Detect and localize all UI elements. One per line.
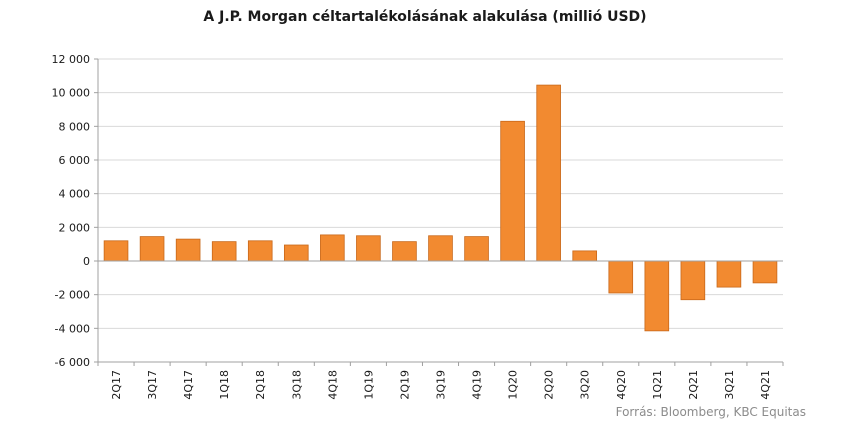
bar-2Q19: [392, 241, 417, 262]
x-tick-label: 4Q19: [471, 370, 484, 400]
bar-4Q21: [752, 260, 778, 284]
x-tick-label: 3Q19: [435, 370, 448, 400]
y-tick-label: -4 000: [55, 322, 90, 335]
x-tick-label: 3Q20: [579, 370, 592, 400]
x-tick-labels: 2Q17 3Q17 4Q17 1Q18 2Q18 3Q18 4Q18 1Q19 2Q19 3Q19…: [110, 370, 772, 400]
y-tick-label: -6 000: [55, 356, 90, 369]
bar-1Q19: [356, 235, 381, 262]
y-tick-label: 0: [83, 255, 90, 268]
bar-3Q18: [283, 244, 309, 262]
x-tick-label: 4Q21: [759, 370, 772, 400]
x-tick-label: 3Q18: [290, 370, 303, 400]
gridlines: [98, 58, 783, 363]
bar-2Q20: [536, 84, 561, 262]
chart-title: A J.P. Morgan céltartalékolásának alakul…: [203, 9, 647, 25]
bar-2Q18: [247, 240, 273, 262]
bar-2Q17: [103, 240, 129, 262]
bar-4Q17: [175, 238, 201, 262]
x-tick-label: 1Q21: [651, 370, 664, 400]
bar-3Q20: [572, 250, 598, 262]
bar-1Q20: [500, 120, 525, 262]
x-tick-label: 2Q19: [398, 370, 411, 400]
y-tick-label: 8 000: [59, 120, 91, 133]
x-tick-label: 2Q17: [110, 370, 123, 400]
y-tick-label: 4 000: [59, 188, 91, 201]
x-tick-label: 4Q18: [326, 370, 339, 400]
bar-1Q18: [211, 241, 237, 262]
bars: [103, 84, 778, 332]
bar-4Q19: [464, 236, 489, 262]
x-tick-label: 3Q21: [723, 370, 736, 400]
y-tick-label: 12 000: [52, 53, 91, 66]
bar-2Q21: [680, 260, 706, 301]
x-tick-label: 1Q18: [218, 370, 231, 400]
y-tick-label: -2 000: [55, 289, 90, 302]
y-tick-labels: 12 000 10 000 8 000 6 000 4 000 2 000 0 -2 000 -…: [52, 53, 91, 369]
bar-3Q19: [428, 235, 453, 262]
x-tick-label: 3Q17: [146, 370, 159, 400]
x-tick-label: 4Q20: [615, 370, 628, 400]
source-note: Forrás: Bloomberg, KBC Equitas: [615, 405, 806, 419]
x-tick-label: 2Q20: [543, 370, 556, 400]
y-tick-label: 10 000: [52, 87, 91, 100]
bar-4Q20: [608, 260, 634, 294]
y-tick-label: 2 000: [59, 221, 91, 234]
x-tick-label: 4Q17: [182, 370, 195, 400]
bar-3Q21: [716, 260, 742, 288]
x-tick-label: 1Q20: [507, 370, 520, 400]
y-tick-label: 6 000: [59, 154, 91, 167]
x-tick-label: 1Q19: [362, 370, 375, 400]
axes: [94, 58, 784, 366]
x-tick-label: 2Q18: [254, 370, 267, 400]
bar-3Q17: [139, 236, 165, 262]
bar-1Q21: [644, 260, 670, 332]
x-tick-label: 2Q21: [687, 370, 700, 400]
bar-4Q18: [320, 234, 345, 262]
